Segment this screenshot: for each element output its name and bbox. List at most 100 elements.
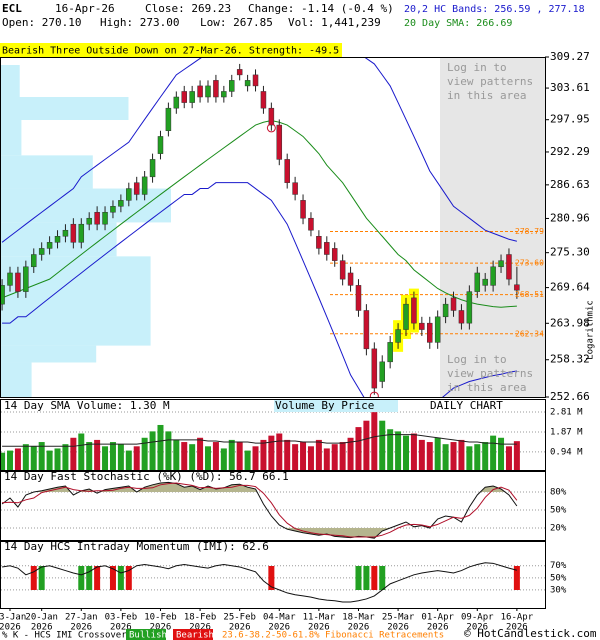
volume-bar [268,435,275,470]
candle-body [252,74,259,87]
candle-body [110,206,116,213]
candle-body [331,248,338,261]
candle-body [458,310,465,324]
y-tick-label: 297.95 [550,113,590,126]
volume-by-price-bar [1,345,97,363]
x-tick-label: 10-Feb [144,613,177,623]
candle-body [268,107,275,126]
volume-bar [102,446,109,470]
x-tick-year: 2026 [31,623,53,633]
candle-body [62,229,69,237]
volume-bar [165,431,172,470]
candle-body [126,188,132,201]
candle-body [276,124,283,160]
volume-by-price-bar [1,65,20,98]
candle-body [300,200,306,219]
volume-bar [410,433,417,470]
x-tick-year: 2026 [427,623,449,633]
crossover-bar [30,566,37,590]
volume-bar [244,450,251,470]
volume-bar [228,439,235,470]
candle-body [54,236,61,243]
x-tick-label: 04-Mar [263,613,296,623]
locked-text: view patterns [447,75,533,88]
y-tick-label: 30% [550,585,567,595]
x-tick-year: 2026 [348,623,370,633]
volume-bar [498,437,505,470]
candle-body [141,176,148,195]
volume-plot [1,411,545,470]
y-tick-label: 0.94 M [550,447,583,457]
volume-bar [22,444,29,470]
candle-body [244,80,251,87]
y-tick-label: 286.63 [550,178,590,191]
volume-bar [315,439,322,470]
candle-body [181,91,187,103]
crossover-bar [379,566,386,590]
volume-bar [307,446,314,470]
volume-bar [94,439,101,470]
open: Open: 270.10 [2,16,81,29]
fibonacci-label: 268.51 [515,290,544,299]
crossover-bar [355,566,362,590]
candle-body [308,217,314,231]
locked-text: Log in to [447,353,507,366]
crossover-bar [363,566,370,590]
volume-bar [355,427,362,470]
candle-body [133,182,140,195]
volume-by-price-label-bg [274,400,398,412]
candle-body [498,260,504,268]
main-plot [1,58,545,397]
locked-text: in this area [447,381,526,394]
candle-body [339,260,346,280]
low: Low: 267.85 [200,16,273,29]
y-tick-label: 292.29 [550,145,590,158]
candle-body [450,297,457,311]
volume-bar [339,442,346,470]
y-tick-label: 20% [550,524,567,534]
volume-by-price-bar [1,155,93,189]
candle-body [197,85,203,98]
volume-bar [331,444,338,470]
bearish-key [173,629,213,640]
candle-body [229,80,235,92]
candle-body [514,284,520,291]
x-tick-year: 2026 [506,623,528,633]
panel-title: 14 Day SMA Volume: 1.30 M [4,399,170,412]
close: Close: 269.23 [145,2,231,15]
volume-bar [133,446,140,470]
candle-body [118,200,124,207]
candle-body [371,348,378,389]
volume-bar [292,444,299,470]
volume-bar [505,446,512,470]
candle-body [70,223,77,243]
volume-bar [403,435,409,470]
volume-bar [323,448,330,470]
crossover-bar [371,566,378,590]
y-tick-label: 252.66 [550,390,590,403]
candle-body [15,272,21,292]
imi-plot [1,562,545,603]
volume-bar [205,446,211,470]
volume-bar [252,446,259,470]
volume-bar [387,429,394,470]
crossover-bar [117,566,124,590]
volume-bar [513,441,520,470]
annotation-bg [0,43,342,57]
x-tick-label: 01-Apr [421,613,454,623]
stochastic-plot [1,481,545,539]
pattern-marker [266,123,276,133]
volume-bar [157,424,164,470]
volume-bar [117,444,124,470]
high: High: 273.00 [100,16,179,29]
x-tick-label: 25-Feb [223,613,256,623]
candle-body [395,329,401,343]
volume-bar [7,450,13,470]
volume-frame [0,399,546,471]
candle-body [347,272,354,286]
main-frame [0,57,546,398]
volume-by-price-bar [1,362,32,397]
volume-bar [300,442,307,470]
volume-bar [14,448,21,470]
locked-area [440,58,545,397]
